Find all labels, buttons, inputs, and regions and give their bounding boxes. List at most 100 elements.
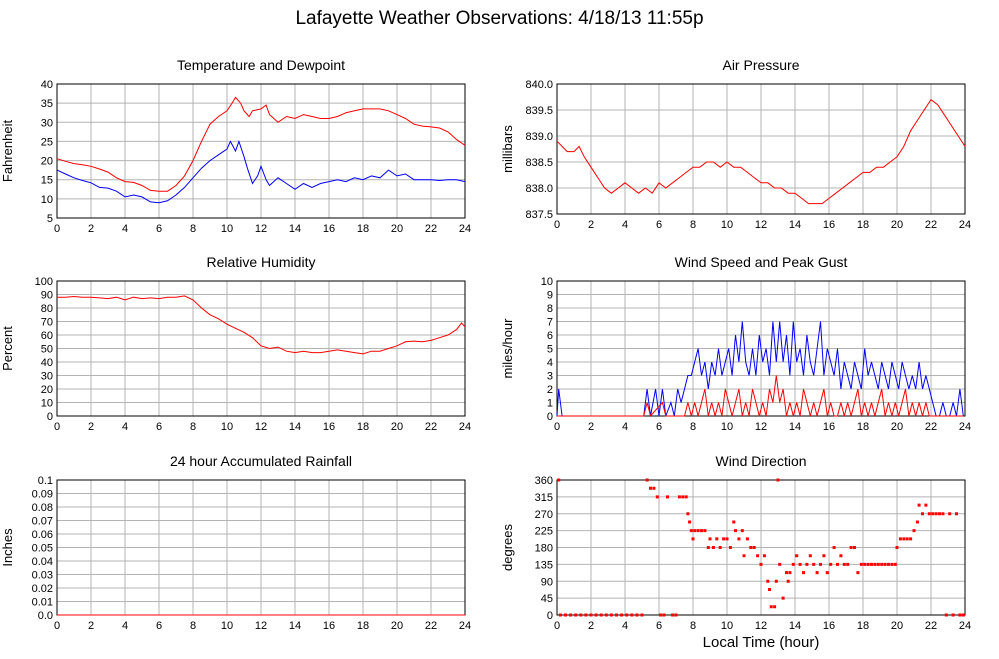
- x-tick-label: 4: [122, 421, 128, 433]
- y-tick-label: 9: [547, 290, 553, 302]
- y-tick-label: 225: [535, 526, 553, 538]
- y-tick-label: 360: [535, 475, 553, 487]
- x-tick-label: 8: [690, 620, 696, 632]
- y-tick-label: 60: [41, 330, 53, 342]
- y-tick-label: 7: [547, 317, 553, 329]
- x-tick-label: 8: [690, 421, 696, 433]
- y-tick-label: 10: [41, 194, 53, 206]
- data-point: [893, 562, 897, 566]
- data-point: [776, 478, 780, 482]
- y-tick-label: 0.01: [32, 597, 53, 609]
- data-point: [734, 529, 737, 533]
- data-point: [856, 571, 860, 575]
- x-tick-label: 20: [391, 223, 403, 235]
- series-line-1: [557, 375, 964, 418]
- x-tick-label: 8: [690, 219, 696, 231]
- data-point: [579, 613, 583, 617]
- x-tick-label: 0: [54, 620, 60, 632]
- x-tick-label: 16: [823, 219, 835, 231]
- data-point: [866, 562, 870, 566]
- data-point: [558, 613, 562, 617]
- y-tick-label: 35: [41, 98, 53, 110]
- data-point: [951, 613, 955, 617]
- data-point: [815, 571, 819, 575]
- chart-title: 24 hour Accumulated Rainfall: [170, 453, 352, 469]
- x-tick-label: 16: [323, 620, 335, 632]
- y-tick-label: 0.03: [32, 570, 53, 582]
- y-tick-label: 315: [535, 492, 553, 504]
- data-point: [691, 537, 695, 541]
- data-point: [832, 546, 836, 549]
- x-tick-label: 6: [156, 620, 162, 632]
- data-point: [686, 512, 690, 516]
- x-tick-label: 10: [721, 620, 733, 632]
- data-point: [620, 613, 624, 617]
- y-tick-label: 839.0: [525, 131, 553, 143]
- chart-title: Relative Humidity: [207, 254, 316, 270]
- y-tick-label: 90: [41, 290, 53, 302]
- data-point: [756, 554, 760, 558]
- y-axis-label: millibars: [500, 125, 515, 173]
- x-tick-label: 0: [554, 219, 560, 231]
- data-point: [944, 613, 948, 617]
- chart-title: Wind Direction: [715, 453, 806, 469]
- data-point: [649, 486, 652, 490]
- data-point: [791, 562, 795, 566]
- series-line-0: [56, 96, 466, 192]
- x-tick-label: 0: [54, 223, 60, 235]
- x-tick-label: 14: [289, 620, 301, 632]
- data-point: [915, 520, 919, 524]
- x-tick-label: 18: [857, 620, 869, 632]
- data-point: [630, 613, 634, 617]
- x-tick-label: 12: [255, 620, 267, 632]
- series-line-1: [56, 139, 466, 204]
- y-tick-label: 0.02: [32, 583, 53, 595]
- x-tick-label: 20: [391, 620, 403, 632]
- data-point: [635, 613, 639, 617]
- x-tick-label: 6: [156, 223, 162, 235]
- data-point: [902, 537, 906, 541]
- data-point: [876, 562, 880, 566]
- x-tick-label: 14: [789, 620, 801, 632]
- y-tick-label: 0.06: [32, 529, 53, 541]
- data-point: [708, 537, 712, 541]
- x-tick-label: 18: [357, 620, 369, 632]
- data-point: [773, 605, 777, 609]
- data-point: [711, 546, 715, 549]
- y-tick-label: 4: [547, 357, 553, 369]
- x-tick-label: 22: [425, 620, 437, 632]
- y-tick-label: 80: [41, 303, 53, 315]
- data-point: [768, 588, 771, 591]
- data-point: [645, 478, 649, 482]
- x-tick-label: 2: [88, 421, 94, 433]
- data-point: [604, 613, 608, 617]
- y-tick-label: 840.0: [525, 79, 553, 91]
- x-tick-label: 22: [425, 223, 437, 235]
- y-tick-label: 0: [547, 610, 553, 622]
- data-point: [689, 529, 693, 533]
- y-tick-label: 3: [547, 371, 553, 383]
- y-tick-label: 0: [547, 411, 553, 423]
- y-axis-label: degrees: [500, 524, 515, 571]
- data-point: [688, 520, 692, 524]
- x-tick-label: 20: [891, 421, 903, 433]
- y-tick-label: 838.5: [525, 157, 553, 169]
- data-point: [594, 613, 598, 617]
- plot-frame: [556, 280, 966, 417]
- data-point: [778, 562, 782, 566]
- y-tick-label: 100: [35, 276, 53, 288]
- y-tick-label: 40: [41, 357, 53, 369]
- data-point: [662, 613, 666, 617]
- chart-title: Air Pressure: [722, 57, 799, 73]
- x-tick-label: 6: [656, 620, 662, 632]
- data-point: [769, 605, 773, 609]
- y-tick-label: 8: [547, 303, 553, 315]
- data-point: [749, 546, 753, 549]
- data-point: [887, 562, 890, 566]
- data-point: [681, 495, 685, 499]
- data-point: [671, 613, 675, 617]
- data-point: [728, 546, 732, 549]
- data-point: [589, 613, 593, 617]
